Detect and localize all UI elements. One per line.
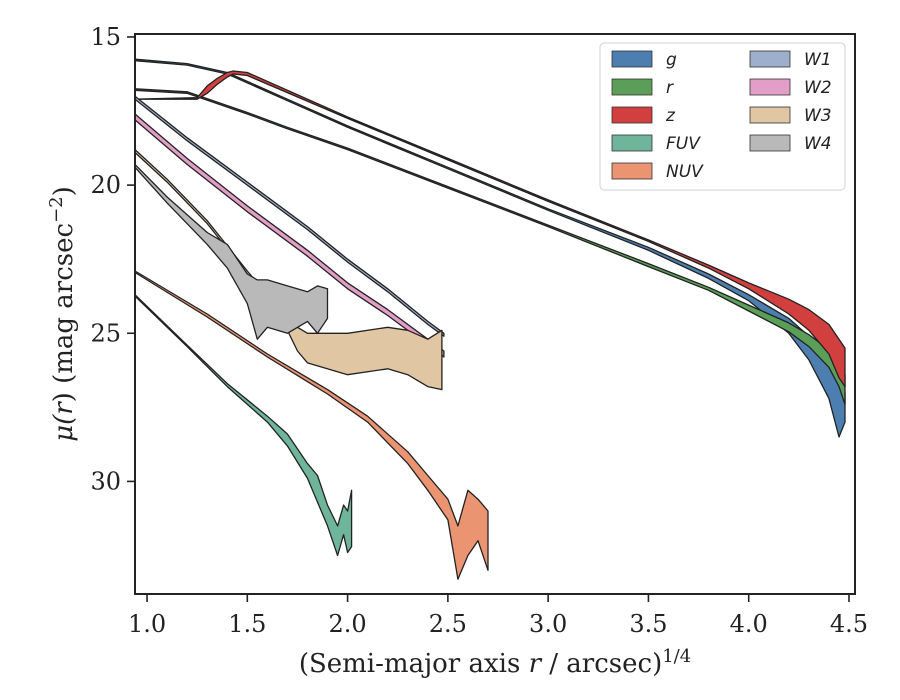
legend-swatch-nuv [611,162,653,180]
legend-swatch-w3 [749,106,791,124]
y-tick-label: 20 [90,171,121,199]
legend-swatch-g [611,50,653,68]
legend-label-w4: W4 [804,134,832,154]
x-tick-label: 1.5 [228,610,266,638]
y-tick-label: 15 [90,23,121,51]
y-axis-label: μ(r) (mag arcsec−2) [46,186,79,442]
x-tick-label: 1.0 [128,610,166,638]
band-z [134,70,846,388]
x-tick-label: 4.0 [730,610,768,638]
legend-label-nuv: NUV [666,162,704,182]
x-tick-label: 3.5 [629,610,667,638]
legend-label-g: g [666,50,677,70]
band-nuv [134,270,489,580]
band-r [134,88,846,406]
legend: grz FUV NUV W1 W2 W3 W4 [599,42,846,191]
band-w4 [134,163,329,340]
legend-entries: grz FUV NUV W1 W2 W3 W4 [611,50,832,182]
legend-label-w1: W1 [804,50,832,70]
band-w2 [134,113,445,358]
legend-label-r: r [666,78,674,98]
legend-swatch-w4 [749,134,791,152]
band-w3 [134,148,443,391]
y-tick-label: 25 [90,319,121,347]
plot-frame [134,33,856,595]
x-tick-label: 3.0 [529,610,567,638]
x-tick-label: 4.5 [830,610,868,638]
legend-label-w2: W2 [804,78,832,98]
x-axis-label: (Semi-major axis r / arcsec)1/4 [299,646,691,679]
legend-label-w3: W3 [804,106,832,126]
legend-label-z: z [665,106,676,126]
legend-swatch-z [611,106,653,124]
legend-label-fuv: FUV [666,134,701,154]
legend-swatch-w2 [749,78,791,96]
band-g [134,58,846,438]
x-tick-label: 2.5 [429,610,467,638]
band-fuv [134,294,353,557]
legend-swatch-w1 [749,50,791,68]
legend-swatch-fuv [611,134,653,152]
y-axis: 15 20 25 30 [90,23,135,495]
band-w1 [134,95,445,337]
series-layer [134,58,846,580]
x-axis: 1.0 1.5 2.0 2.5 3.0 3.5 4.0 4.5 [128,594,868,638]
x-tick-label: 2.0 [329,610,367,638]
y-tick-label: 30 [90,467,121,495]
legend-swatch-r [611,78,653,96]
